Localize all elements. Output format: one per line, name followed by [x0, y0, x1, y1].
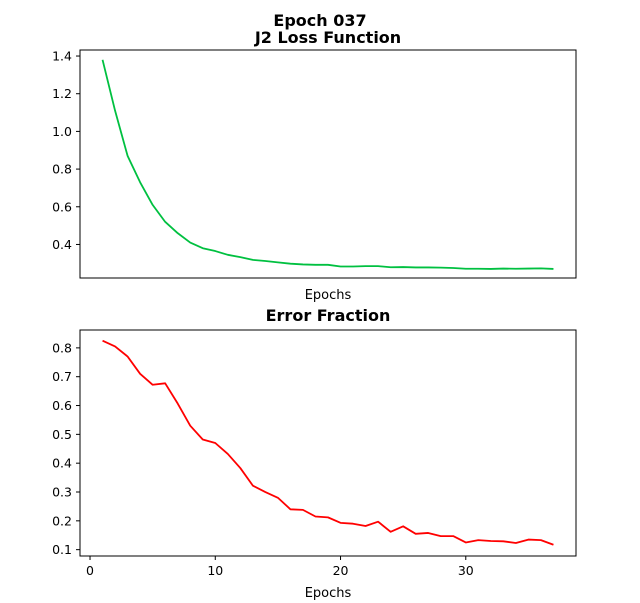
loss-chart-title: J2 Loss Function	[254, 28, 401, 47]
error-chart-x-tick-label: 20	[333, 563, 349, 578]
loss-chart-y-tick-label: 1.4	[52, 49, 72, 64]
error-chart-y-tick-label: 0.5	[52, 427, 72, 442]
error-chart-y-tick-label: 0.4	[52, 456, 72, 471]
error-chart-y-tick-label: 0.8	[52, 340, 72, 355]
loss-chart-y-tick-label: 0.6	[52, 199, 72, 214]
error-chart-x-axis-label: Epochs	[305, 586, 352, 601]
error-chart-y-tick-label: 0.2	[52, 513, 72, 528]
loss-chart: J2 Loss Function 0.4 0.6 0.8 1.0 1.2 1.4 Epoc…	[52, 28, 577, 303]
error-chart-y-tick-label: 0.7	[52, 369, 72, 384]
loss-chart-y-tick-label: 0.8	[52, 162, 72, 177]
error-chart-y-tick-label: 0.3	[52, 485, 72, 500]
error-chart: Error Fraction 0.10.20.30.40.50.60.70.8 …	[52, 306, 577, 601]
error-chart-x-tick-label: 10	[207, 563, 223, 578]
error-chart-x-tick-label: 0	[86, 563, 94, 578]
loss-chart-y-tick-label: 1.0	[52, 124, 72, 139]
error-chart-series-line	[102, 339, 554, 546]
loss-chart-y-tick-label: 1.2	[52, 86, 72, 101]
error-chart-x-tick-label: 30	[458, 563, 474, 578]
loss-chart-x-axis-label: Epochs	[305, 288, 352, 303]
error-chart-y-tick-label: 0.6	[52, 398, 72, 413]
loss-chart-series-line	[101, 59, 554, 270]
error-chart-y-tick-label: 0.1	[52, 542, 72, 557]
error-chart-title: Error Fraction	[266, 306, 391, 325]
loss-chart-y-tick-label: 0.4	[52, 237, 72, 252]
error-chart-plot-frame	[79, 329, 577, 557]
loss-chart-plot-frame	[79, 49, 577, 279]
figure-suptitle: Epoch 037	[273, 11, 366, 30]
